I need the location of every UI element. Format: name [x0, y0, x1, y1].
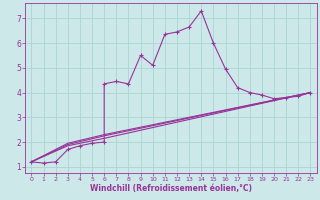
X-axis label: Windchill (Refroidissement éolien,°C): Windchill (Refroidissement éolien,°C) — [90, 184, 252, 193]
